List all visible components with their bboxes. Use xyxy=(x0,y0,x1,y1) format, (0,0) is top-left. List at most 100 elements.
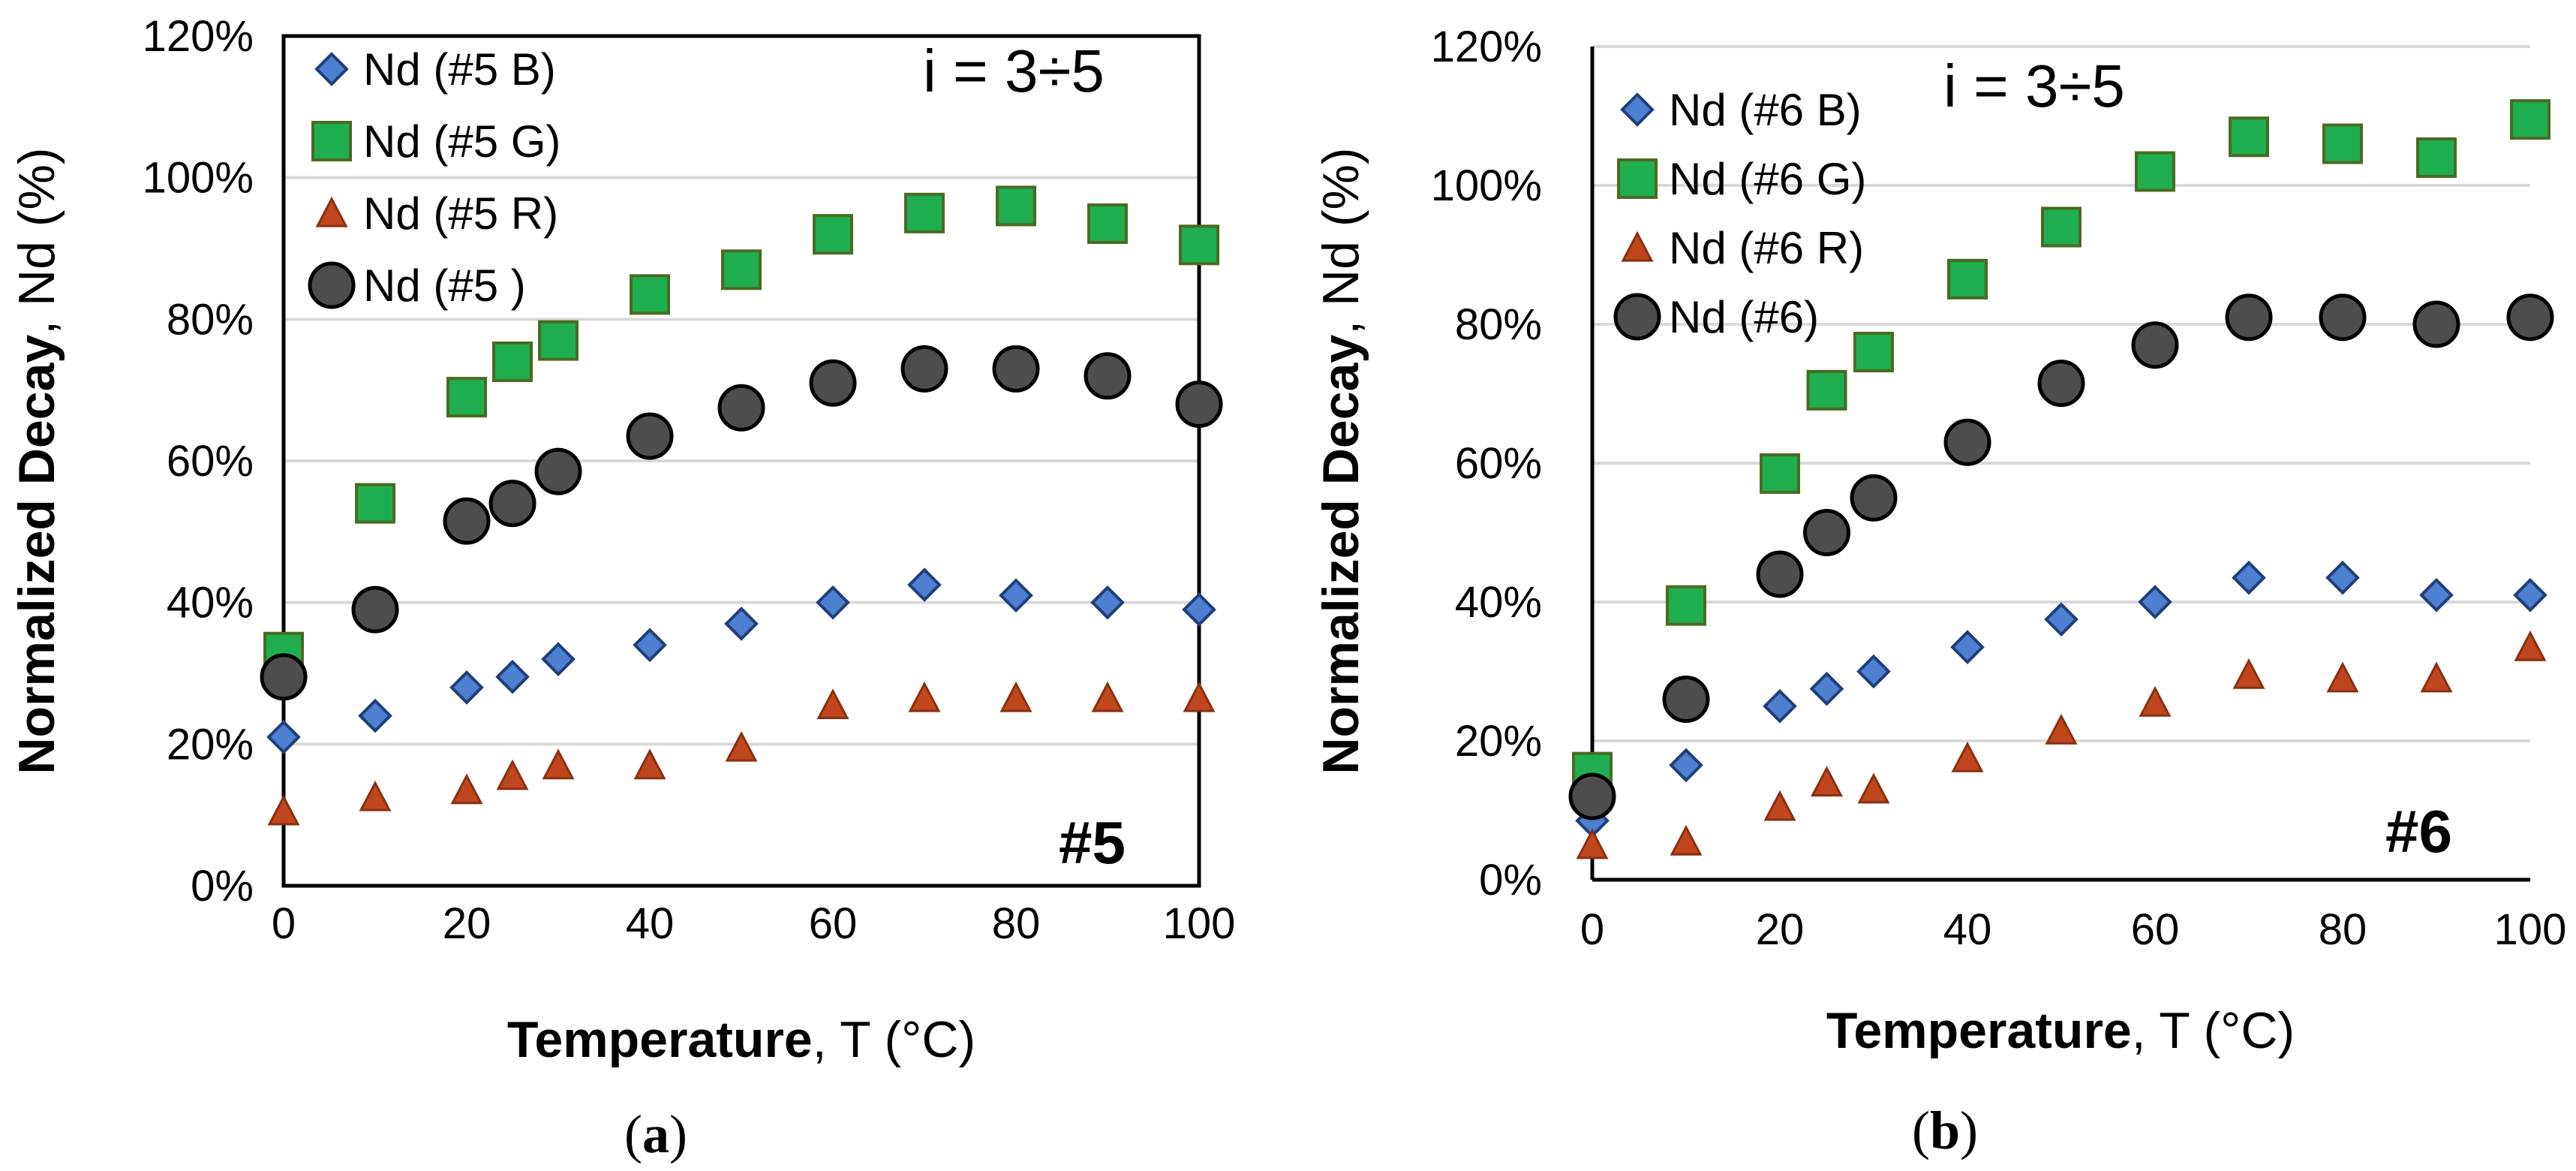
legend-marker xyxy=(1617,158,1658,199)
legend-label: Nd (#6 R) xyxy=(1669,223,1864,273)
y-axis-title-bold: Normalized Decay xyxy=(8,335,65,775)
y-tick-label: 60% xyxy=(167,437,254,486)
legend-label: Nd (#5 G) xyxy=(363,116,561,167)
legend-marker xyxy=(1620,92,1655,127)
series-3 xyxy=(1576,630,2547,859)
y-axis-title-rest: , Nd (%) xyxy=(8,147,65,334)
legend-label: Nd (#6 G) xyxy=(1669,154,1866,204)
x-tick-label: 0 xyxy=(1580,905,1604,954)
data-point xyxy=(446,377,487,418)
data-point xyxy=(443,497,491,545)
data-point xyxy=(1947,258,1988,300)
data-point xyxy=(996,185,1036,227)
data-point xyxy=(816,585,850,620)
data-point xyxy=(1857,772,1890,804)
x-tick-label: 60 xyxy=(2131,905,2180,954)
data-point xyxy=(633,628,667,663)
data-point xyxy=(267,794,300,826)
x-axis-title-rest: , T (°C) xyxy=(813,1011,975,1068)
series-2 xyxy=(1572,99,2550,793)
y-tick-label: 60% xyxy=(1455,439,1542,488)
plot-frame xyxy=(281,34,1201,888)
data-point xyxy=(626,412,674,460)
series-2 xyxy=(263,185,1219,673)
annotation-text: i = 3÷5 xyxy=(1943,53,2125,119)
subfigure-caption: (b) xyxy=(1912,1100,1978,1160)
data-point xyxy=(449,670,484,705)
data-point xyxy=(2225,294,2273,342)
x-tick-label: 0 xyxy=(272,899,296,948)
data-point xyxy=(1087,203,1128,244)
legend-label: Nd (#5 R) xyxy=(363,188,558,239)
data-point xyxy=(2045,713,2078,745)
legend-marker xyxy=(308,261,356,309)
y-axis-title: Normalized Decay, Nd (%) xyxy=(1312,147,1369,774)
legend-marker xyxy=(1613,293,1661,341)
data-point xyxy=(542,748,575,780)
x-tick-label: 80 xyxy=(2319,905,2367,954)
data-point xyxy=(816,688,849,720)
data-point xyxy=(1943,418,1991,466)
data-point xyxy=(1811,766,1843,797)
panel-label: #6 xyxy=(2385,798,2452,865)
data-point xyxy=(534,447,582,495)
data-point xyxy=(359,780,392,811)
data-point xyxy=(538,320,579,361)
data-point xyxy=(724,607,759,641)
data-point xyxy=(2319,294,2367,342)
y-tick-label: 100% xyxy=(1431,161,1542,210)
data-point xyxy=(1850,474,1898,522)
caption-close-paren: ) xyxy=(669,1104,687,1164)
data-point xyxy=(1568,772,1616,820)
data-point xyxy=(2412,300,2460,348)
data-point xyxy=(2135,151,2175,192)
y-tick-label: 0% xyxy=(191,862,254,911)
data-point xyxy=(1183,681,1216,712)
y-axis-title-bold: Normalized Decay xyxy=(1312,335,1369,775)
data-point xyxy=(1763,688,1797,724)
y-tick-label: 80% xyxy=(1455,300,1542,349)
data-point xyxy=(1669,748,1703,783)
x-tick-label: 60 xyxy=(809,899,858,948)
data-point xyxy=(1090,585,1125,620)
data-point xyxy=(1666,585,1706,626)
data-point xyxy=(495,659,530,694)
data-point xyxy=(358,698,392,733)
x-tick-label: 80 xyxy=(992,899,1041,948)
x-tick-label: 20 xyxy=(1756,905,1805,954)
data-point xyxy=(1763,790,1796,821)
data-point xyxy=(2510,99,2550,140)
data-point xyxy=(355,483,395,524)
series-3 xyxy=(267,681,1216,826)
data-point xyxy=(2232,658,2265,689)
data-point xyxy=(1853,332,1894,372)
caption-open-paren: ( xyxy=(1912,1100,1930,1160)
data-point xyxy=(1803,509,1850,556)
data-point xyxy=(1756,550,1804,598)
caption-close-paren: ) xyxy=(1960,1100,1978,1160)
data-point xyxy=(908,681,941,712)
data-point xyxy=(450,773,483,805)
data-point xyxy=(1084,352,1132,400)
data-point xyxy=(992,345,1040,393)
data-point xyxy=(1662,676,1710,723)
data-point xyxy=(2138,585,2172,619)
chart-panel-2: 0% 20% 40% 60% 80% 100% 120% 0 20 40 60 80 100 Nd (#6… xyxy=(1312,23,2566,1160)
legend-marker xyxy=(314,52,349,86)
data-point xyxy=(725,730,758,762)
data-point xyxy=(2322,123,2363,164)
y-tick-label: 40% xyxy=(1455,578,1542,627)
data-point xyxy=(541,642,576,676)
data-point xyxy=(904,192,945,233)
data-point xyxy=(1856,654,1891,689)
legend-label: Nd (#5 B) xyxy=(363,44,556,95)
data-point xyxy=(2232,560,2266,595)
y-tick-label: 120% xyxy=(143,12,254,61)
data-point xyxy=(2325,560,2360,595)
data-point xyxy=(813,214,853,255)
x-tick-label: 40 xyxy=(1943,905,1992,954)
data-point xyxy=(492,341,533,382)
data-point xyxy=(260,653,308,701)
data-point xyxy=(2044,602,2079,637)
data-point xyxy=(2514,630,2547,661)
